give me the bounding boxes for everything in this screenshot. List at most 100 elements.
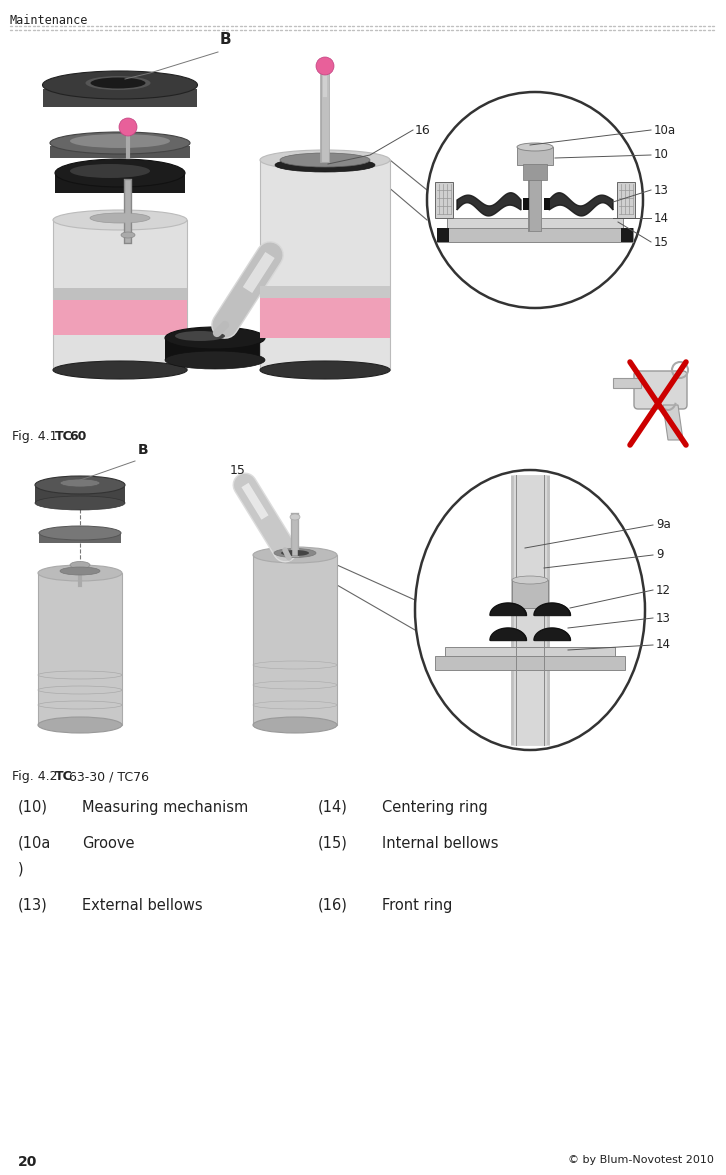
Text: Measuring mechanism: Measuring mechanism (82, 800, 248, 815)
Ellipse shape (39, 526, 121, 540)
Ellipse shape (165, 351, 265, 369)
Ellipse shape (60, 568, 100, 575)
Text: (10): (10) (18, 800, 48, 815)
Bar (621, 228, 633, 242)
Bar (53, 220, 187, 370)
Text: Fig. 4.2: Fig. 4.2 (12, 770, 62, 783)
Ellipse shape (70, 134, 170, 148)
Text: TC: TC (55, 770, 73, 783)
Ellipse shape (253, 548, 337, 563)
Ellipse shape (86, 76, 150, 90)
Ellipse shape (253, 717, 337, 733)
Text: 14: 14 (654, 212, 669, 224)
Ellipse shape (281, 550, 309, 556)
Text: 15: 15 (654, 235, 669, 248)
Ellipse shape (35, 476, 125, 494)
Text: 9a: 9a (656, 518, 671, 531)
Ellipse shape (415, 470, 645, 750)
Ellipse shape (91, 78, 145, 88)
Ellipse shape (60, 479, 100, 486)
Bar (165, 340, 265, 360)
Text: 10a: 10a (654, 123, 676, 136)
Text: 63-30 / TC76: 63-30 / TC76 (69, 770, 149, 783)
Text: (14): (14) (318, 800, 348, 815)
Text: Groove: Groove (82, 835, 134, 851)
Bar (523, 199, 529, 210)
Ellipse shape (260, 361, 390, 380)
Text: 20: 20 (18, 1155, 37, 1169)
Bar (260, 160, 390, 370)
Text: 13: 13 (656, 611, 671, 624)
Text: 15: 15 (230, 463, 246, 477)
FancyBboxPatch shape (43, 89, 197, 107)
Bar (55, 175, 185, 193)
Ellipse shape (43, 70, 197, 99)
Text: 12: 12 (656, 584, 671, 597)
Circle shape (119, 118, 137, 136)
Text: (10a: (10a (18, 835, 52, 851)
Bar (517, 147, 553, 164)
Bar (445, 647, 615, 657)
Bar (437, 228, 449, 242)
Text: Fig. 4.1: Fig. 4.1 (12, 430, 62, 443)
Ellipse shape (175, 331, 225, 341)
Bar (435, 656, 625, 670)
Bar (35, 486, 125, 503)
Ellipse shape (512, 576, 548, 584)
Bar (523, 165, 547, 180)
Ellipse shape (280, 153, 370, 167)
Ellipse shape (50, 132, 190, 154)
Text: 13: 13 (654, 183, 669, 196)
Ellipse shape (517, 143, 553, 152)
Bar (38, 573, 122, 725)
Bar (53, 288, 187, 300)
Text: External bellows: External bellows (82, 898, 203, 913)
Text: 16: 16 (415, 123, 431, 136)
Ellipse shape (274, 549, 316, 557)
Text: TC: TC (55, 430, 73, 443)
Bar (260, 298, 390, 338)
Bar (39, 533, 121, 543)
Text: 10: 10 (654, 148, 669, 161)
Ellipse shape (260, 150, 390, 170)
Polygon shape (549, 193, 613, 216)
Bar (617, 182, 635, 219)
Text: (15): (15) (318, 835, 348, 851)
Text: Maintenance: Maintenance (10, 14, 89, 27)
Ellipse shape (165, 327, 265, 349)
Ellipse shape (53, 361, 187, 380)
Text: (13): (13) (18, 898, 48, 913)
Text: Centering ring: Centering ring (382, 800, 488, 815)
Text: Internal bellows: Internal bellows (382, 835, 499, 851)
Circle shape (316, 58, 334, 75)
Circle shape (427, 92, 643, 308)
Text: 9: 9 (656, 549, 664, 562)
Bar (437, 228, 633, 242)
Text: ): ) (18, 862, 24, 877)
Ellipse shape (53, 210, 187, 230)
Polygon shape (663, 405, 683, 439)
Text: Front ring: Front ring (382, 898, 452, 913)
Bar (512, 580, 548, 607)
Text: (16): (16) (318, 898, 348, 913)
Text: © by Blum-Novotest 2010: © by Blum-Novotest 2010 (568, 1155, 714, 1164)
Text: B: B (220, 32, 232, 47)
FancyBboxPatch shape (634, 371, 687, 409)
Text: 14: 14 (656, 638, 671, 651)
Ellipse shape (55, 159, 185, 187)
Bar (447, 219, 623, 230)
Ellipse shape (290, 513, 300, 521)
Polygon shape (457, 193, 521, 216)
Text: 60: 60 (69, 430, 86, 443)
Text: B: B (138, 443, 149, 457)
Bar (50, 146, 190, 157)
Bar (435, 182, 453, 219)
Ellipse shape (121, 231, 135, 239)
Ellipse shape (38, 717, 122, 733)
Ellipse shape (275, 157, 375, 172)
Ellipse shape (90, 213, 150, 223)
Bar (53, 300, 187, 335)
Bar (253, 555, 337, 725)
Bar (260, 286, 390, 298)
Bar (613, 378, 641, 388)
